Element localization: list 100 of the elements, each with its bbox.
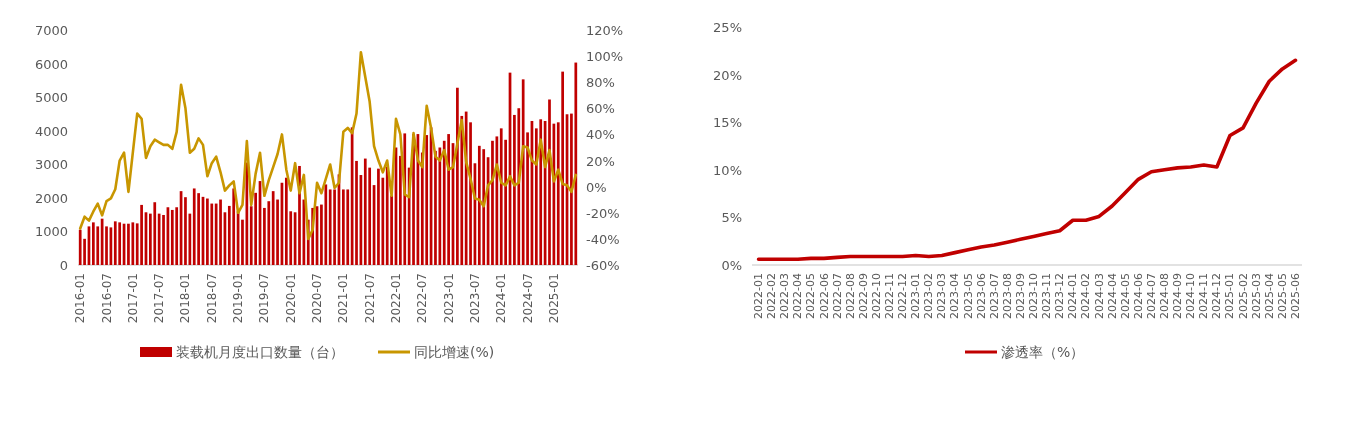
y2-tick-label: 80%	[586, 75, 615, 91]
x-tick-label: 2023-08	[1000, 273, 1014, 319]
bar	[271, 191, 275, 265]
y-tick-label: 0	[59, 258, 68, 273]
x-tick-label: 2023-04	[948, 273, 962, 319]
y2-tick-label: 120%	[586, 23, 624, 38]
bar	[539, 119, 543, 265]
y-tick-label: 10%	[713, 162, 742, 178]
line-series	[78, 50, 578, 241]
bar	[91, 222, 95, 265]
bar	[118, 222, 122, 265]
x-tick-label: 2017-07	[152, 273, 167, 324]
bar	[113, 221, 117, 265]
x-tick-label: 2022-10	[869, 273, 883, 319]
x-tick-label: 2023-03	[935, 273, 949, 319]
bar	[333, 189, 336, 265]
x-tick-label: 2020-07	[310, 273, 325, 324]
bar	[438, 147, 442, 265]
x-tick-label: 2018-07	[204, 273, 219, 324]
bar	[477, 145, 481, 265]
x-tick-label: 2025-02	[1236, 273, 1250, 319]
bar	[456, 87, 459, 265]
bar	[499, 128, 503, 265]
x-tick-label: 2024-08	[1158, 273, 1171, 319]
bar	[328, 189, 332, 265]
x-tick-label: 2024-03	[1092, 273, 1106, 319]
x-tick-label: 2024-02	[1079, 273, 1093, 319]
y-tick-label: 25%	[713, 20, 742, 35]
x-tick-label: 2025-05	[1275, 273, 1289, 319]
bar	[561, 71, 565, 265]
bar	[140, 204, 143, 265]
x-tick-label: 2022-11	[883, 273, 896, 319]
bar	[241, 219, 244, 265]
x-tick-label: 2025-01	[546, 273, 561, 324]
x-tick-label: 2024-05	[1118, 273, 1132, 319]
x-tick-label: 2019-07	[257, 273, 272, 324]
bar	[425, 135, 429, 265]
y-tick-label: 0%	[721, 258, 742, 273]
x-tick-label: 2024-01	[1066, 273, 1080, 319]
bar	[170, 209, 174, 265]
y-tick-label: 3000	[34, 157, 68, 173]
bar	[341, 189, 345, 265]
x-tick-label: 2025-03	[1249, 273, 1263, 319]
bar	[254, 192, 257, 265]
bar	[78, 229, 82, 265]
x-tick-label: 2020-01	[283, 273, 298, 324]
bar	[96, 226, 100, 265]
x-tick-label: 2024-11	[1197, 273, 1211, 319]
bar	[127, 223, 130, 265]
bar	[175, 207, 179, 265]
x-tick-label: 2023-10	[1027, 273, 1041, 319]
y-tick-label: 5%	[721, 210, 742, 226]
x-tick-label: 2021-01	[336, 273, 351, 324]
x-tick-label: 2018-01	[178, 273, 193, 324]
x-tick-label: 2024-04	[1105, 273, 1119, 319]
bar	[491, 140, 494, 265]
bar	[214, 203, 218, 265]
x-tick-label: 2022-01	[752, 273, 766, 319]
bar	[131, 222, 135, 265]
bar	[434, 150, 437, 265]
bar	[355, 160, 358, 265]
y2-tick-label: 60%	[586, 101, 615, 117]
bar	[447, 134, 450, 265]
x-tick-label: 2022-05	[804, 273, 818, 319]
x-tick-label: 2025-04	[1262, 273, 1276, 319]
x-tick-label: 2017-01	[125, 273, 140, 324]
bar	[210, 203, 214, 265]
x-tick-label: 2022-09	[856, 273, 870, 319]
y-tick-label: 1000	[34, 224, 68, 240]
bar	[157, 213, 161, 265]
x-tick-label: 2024-07	[520, 273, 535, 324]
legend-label: 同比增速(%)	[414, 344, 495, 360]
bar	[192, 188, 196, 265]
y-tick-label: 20%	[713, 67, 742, 83]
x-tick-label: 2023-02	[922, 273, 936, 319]
bar	[574, 62, 578, 265]
bar	[346, 189, 350, 265]
y2-tick-label: 20%	[586, 153, 615, 169]
x-tick-label: 2023-11	[1040, 273, 1054, 319]
y-tick-label: 4000	[34, 123, 68, 139]
x-tick-label: 2016-01	[73, 273, 88, 324]
x-tick-label: 2024-10	[1184, 273, 1198, 319]
x-tick-label: 2024-09	[1171, 273, 1185, 319]
bar	[363, 158, 367, 265]
bar	[385, 166, 389, 265]
x-tick-label: 2023-01	[909, 273, 923, 319]
y-tick-label: 15%	[713, 115, 742, 131]
y-tick-label: 2000	[34, 190, 68, 206]
x-tick-label: 2025-01	[1223, 273, 1237, 319]
x-tick-label: 2022-12	[896, 273, 910, 319]
x-tick-label: 2022-06	[817, 273, 831, 319]
x-tick-label: 2024-07	[1144, 273, 1158, 319]
x-tick-label: 2022-01	[388, 273, 403, 324]
y-tick-label: 5000	[34, 90, 68, 106]
x-tick-label: 2022-03	[778, 273, 792, 319]
line-series	[756, 58, 1298, 262]
y-tick-label: 7000	[34, 23, 68, 38]
bar	[219, 199, 222, 265]
y2-tick-label: 0%	[586, 179, 607, 195]
x-tick-label: 2022-04	[791, 273, 805, 319]
